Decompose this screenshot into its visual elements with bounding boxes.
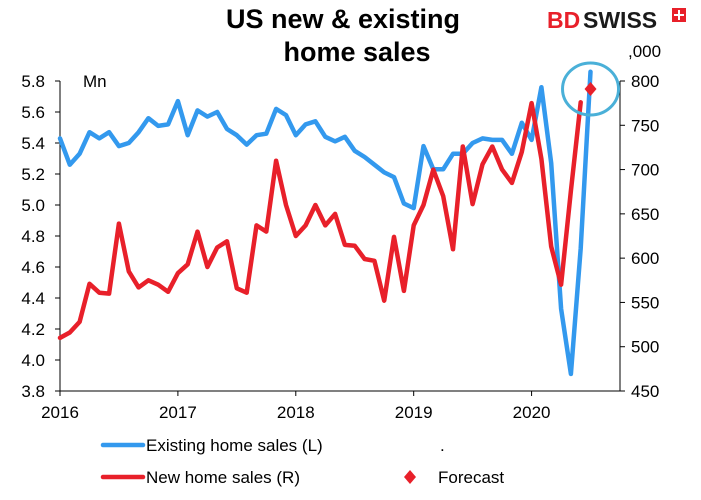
x-tick-label: 2016: [41, 403, 79, 422]
x-tick-label: 2018: [277, 403, 315, 422]
y-left-tick-label: 5.2: [21, 165, 45, 184]
y-left-tick-label: 3.8: [21, 382, 45, 401]
x-tick-label: 2019: [395, 403, 433, 422]
brand-logo-part2: SWISS: [583, 7, 657, 33]
right-unit-label: ,000: [628, 42, 661, 61]
legend-label-1: .: [440, 436, 445, 455]
y-left-tick-label: 5.8: [21, 72, 45, 91]
y-left-tick-label: 4.6: [21, 258, 45, 277]
y-right-tick-label: 500: [631, 338, 659, 357]
y-left-tick-label: 4.2: [21, 320, 45, 339]
x-tick-label: 2020: [513, 403, 551, 422]
y-right-tick-label: 550: [631, 293, 659, 312]
chart-title-line2: home sales: [283, 37, 430, 67]
legend-label-2: New home sales (R): [146, 468, 300, 487]
legend-label-0: Existing home sales (L): [146, 436, 323, 455]
legend-swatch-3: [404, 470, 416, 484]
y-left-tick-label: 5.4: [21, 134, 45, 153]
legend: Existing home sales (L) . New home sales (…: [100, 436, 504, 487]
y-left-tick-label: 5.6: [21, 103, 45, 122]
legend-label-3: Forecast: [438, 468, 504, 487]
y-right-tick-label: 700: [631, 161, 659, 180]
x-tick-label: 2017: [159, 403, 197, 422]
series-line-1: [57, 100, 583, 341]
y-left-tick-label: 5.0: [21, 196, 45, 215]
brand-logo-part1: BD: [547, 7, 580, 33]
y-right-tick-label: 600: [631, 249, 659, 268]
series-line-0: [57, 69, 593, 377]
chart-title-line1: US new & existing: [226, 4, 460, 34]
y-left-tick-label: 4.8: [21, 227, 45, 246]
y-right-tick-label: 750: [631, 116, 659, 135]
y-right-tick-label: 800: [631, 72, 659, 91]
x-ticks: 2016 2017 2018 2019 2020: [41, 391, 550, 422]
y-right-tick-label: 650: [631, 205, 659, 224]
series-lines: [57, 69, 597, 377]
brand-logo: BD SWISS: [547, 7, 686, 33]
highlight-ellipse: [561, 61, 621, 117]
y-left-ticks: 5.8 5.6 5.4 5.2 5.0 4.8 4.6 4.4 4.2 4.0 3.8: [21, 72, 60, 401]
y-right-tick-label: 450: [631, 382, 659, 401]
forecast-marker: [584, 81, 597, 96]
y-left-tick-label: 4.0: [21, 351, 45, 370]
y-right-ticks: 800 750 700 650 600 550 500 450: [620, 72, 659, 401]
y-left-tick-label: 4.4: [21, 289, 45, 308]
left-unit-label: Mn: [83, 72, 107, 91]
forecast-highlight-circle: [561, 61, 621, 117]
